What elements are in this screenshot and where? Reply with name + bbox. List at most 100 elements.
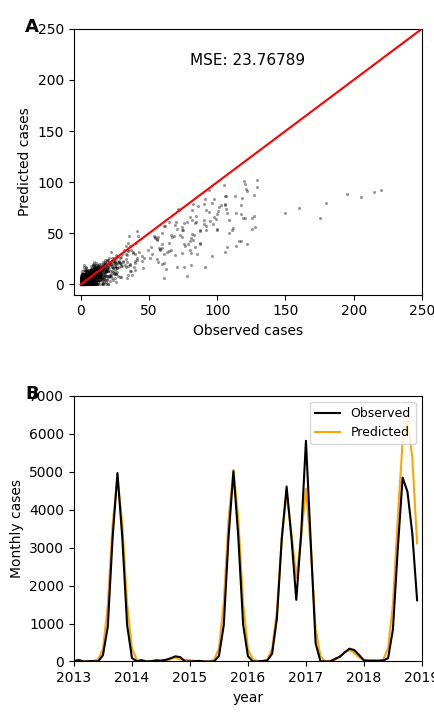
Point bbox=[78, 277, 85, 288]
Point bbox=[85, 278, 92, 290]
Point bbox=[110, 267, 117, 278]
Point bbox=[87, 268, 94, 280]
Point bbox=[79, 274, 86, 285]
Point bbox=[92, 272, 99, 283]
Point bbox=[89, 270, 96, 281]
Point bbox=[125, 261, 132, 273]
Point bbox=[82, 268, 89, 280]
Point bbox=[158, 242, 165, 254]
Point bbox=[115, 261, 122, 273]
Point bbox=[135, 230, 141, 242]
Point bbox=[83, 273, 90, 285]
Point bbox=[89, 272, 96, 283]
Point bbox=[86, 272, 93, 283]
Point bbox=[80, 278, 87, 289]
Point bbox=[156, 243, 163, 255]
Point bbox=[90, 273, 97, 285]
Point bbox=[79, 279, 85, 290]
Point bbox=[78, 277, 85, 288]
Point bbox=[80, 277, 87, 288]
Point bbox=[169, 231, 176, 242]
Point bbox=[86, 278, 93, 290]
Point bbox=[110, 267, 117, 279]
Point bbox=[80, 273, 87, 285]
Point bbox=[95, 267, 102, 278]
Point bbox=[90, 269, 97, 280]
Point bbox=[85, 275, 92, 287]
Point bbox=[91, 279, 98, 290]
Point bbox=[213, 209, 220, 220]
Point bbox=[77, 275, 84, 287]
Point bbox=[122, 248, 129, 260]
Point bbox=[83, 278, 90, 289]
Point bbox=[78, 279, 85, 290]
Point bbox=[81, 273, 88, 285]
Point bbox=[81, 275, 88, 286]
Point bbox=[79, 278, 86, 289]
Point bbox=[86, 275, 93, 287]
Point bbox=[81, 269, 88, 280]
Point bbox=[82, 278, 89, 289]
Point bbox=[85, 273, 92, 284]
Point bbox=[85, 274, 92, 285]
Point bbox=[187, 204, 194, 216]
Point bbox=[83, 279, 90, 290]
Point bbox=[77, 276, 84, 288]
Point bbox=[86, 266, 93, 278]
Point bbox=[77, 279, 84, 290]
Point bbox=[158, 228, 165, 239]
Point bbox=[82, 278, 89, 289]
Point bbox=[91, 271, 98, 283]
Point bbox=[79, 279, 85, 290]
Point bbox=[79, 279, 86, 290]
Point bbox=[97, 268, 104, 280]
Point bbox=[82, 275, 89, 286]
Point bbox=[132, 264, 138, 275]
Point bbox=[82, 279, 89, 290]
Point bbox=[92, 270, 99, 281]
Point bbox=[108, 258, 115, 270]
Point bbox=[78, 275, 85, 287]
Point bbox=[84, 278, 91, 289]
Point bbox=[92, 269, 99, 280]
Point bbox=[94, 275, 101, 286]
Point bbox=[110, 257, 117, 268]
Point bbox=[80, 279, 87, 290]
Point bbox=[214, 206, 221, 217]
Point bbox=[102, 258, 108, 270]
Point bbox=[99, 263, 106, 275]
Point bbox=[237, 198, 243, 210]
Line: Observed: Observed bbox=[74, 441, 416, 661]
Point bbox=[78, 279, 85, 290]
Point bbox=[88, 270, 95, 281]
Point bbox=[78, 271, 85, 283]
Point bbox=[80, 279, 87, 290]
Point bbox=[86, 272, 93, 283]
Point bbox=[79, 275, 86, 287]
Point bbox=[191, 242, 198, 253]
Point bbox=[91, 275, 98, 287]
Point bbox=[78, 279, 85, 290]
Point bbox=[97, 265, 104, 277]
Point bbox=[85, 279, 92, 290]
Point bbox=[187, 236, 194, 247]
Point bbox=[167, 244, 174, 256]
Point bbox=[93, 273, 100, 284]
Point bbox=[80, 279, 87, 290]
Point bbox=[118, 260, 125, 271]
Point bbox=[79, 279, 86, 290]
Point bbox=[126, 240, 133, 252]
Point bbox=[243, 186, 250, 197]
Point bbox=[81, 265, 88, 277]
Point bbox=[84, 274, 91, 285]
Point bbox=[86, 266, 93, 278]
Point bbox=[241, 213, 248, 224]
Point bbox=[184, 238, 191, 249]
Point bbox=[112, 276, 119, 288]
Point bbox=[98, 268, 105, 280]
Point bbox=[85, 268, 92, 280]
Point bbox=[99, 279, 105, 290]
Point bbox=[82, 270, 89, 281]
Point bbox=[81, 279, 88, 290]
Point bbox=[80, 272, 87, 283]
